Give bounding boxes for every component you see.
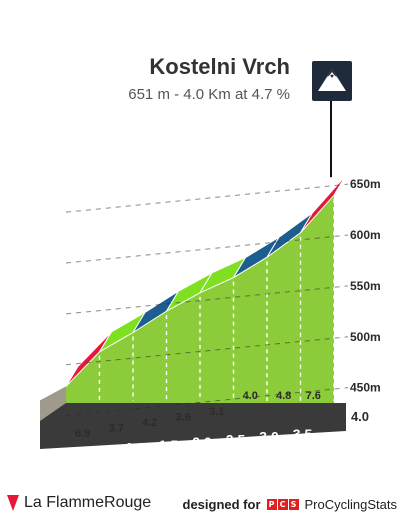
profile-base [40,403,346,449]
altitude-gridline [65,183,349,213]
km-tick-label: 3.5 [293,426,313,442]
pcs-letter: C [277,499,288,510]
gradient-segment [300,174,347,234]
km-tick-label: 0.5 [92,442,112,458]
altitude-tick-label: 550m [350,279,381,293]
km-tick-label: 1.0 [125,440,145,456]
mountain-summit-icon [318,69,346,91]
km-tick-label: 1.5 [159,437,179,453]
km-tick-label: 4.0 [351,409,369,424]
climb-subtitle: 651 m - 4.0 Km at 4.7 % [128,86,290,103]
km-tick-label: 3.0 [259,429,279,445]
km-tick-label: 2.0 [192,434,212,450]
designed-for: designed for P C S ProCyclingStats [183,497,398,512]
pcs-name: ProCyclingStats [304,497,397,512]
km-tick-label: 2.5 [226,431,246,447]
gradient-label: 3.1 [209,406,224,418]
altitude-gridline [65,387,349,417]
gradient-label: 7.6 [306,390,321,402]
gradient-label: 4.8 [276,390,291,402]
gradient-label: 3.7 [109,423,124,435]
gradient-label: 6.9 [75,428,90,440]
pcs-logo-icon: P C S [266,499,299,510]
altitude-tick-label: 450m [350,381,381,395]
gradient-label: 3.6 [176,412,191,424]
pcs-letter: S [288,499,299,510]
summit-badge [312,61,352,101]
pcs-letter: P [266,499,277,510]
altitude-gridline [65,285,349,315]
brand-logo: La FlammeRouge [6,494,151,512]
altitude-tick-label: 600m [350,228,381,242]
altitude-tick-label: 650m [350,177,381,191]
climb-title: Kostelni Vrch [149,54,290,79]
altitude-tick-label: 500m [350,330,381,344]
brand-name: La FlammeRouge [24,494,152,511]
designed-for-label: designed for [182,497,261,512]
gradient-label: 4.0 [243,390,258,402]
altitude-gridline [65,336,349,366]
altitude-gridline [65,234,349,264]
gradient-label: 4.2 [142,417,157,429]
flamme-rouge-icon [7,495,19,511]
